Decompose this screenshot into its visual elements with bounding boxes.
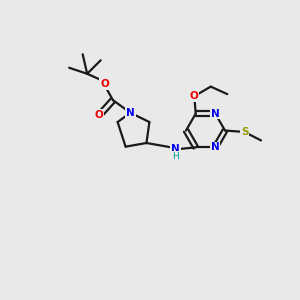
Text: N: N	[211, 109, 220, 118]
Text: S: S	[241, 127, 248, 137]
Text: O: O	[190, 91, 199, 101]
Text: H: H	[172, 152, 179, 161]
Text: N: N	[126, 108, 135, 118]
Text: N: N	[171, 144, 180, 154]
Text: O: O	[100, 79, 109, 89]
Text: O: O	[95, 110, 103, 120]
Text: N: N	[211, 142, 220, 152]
